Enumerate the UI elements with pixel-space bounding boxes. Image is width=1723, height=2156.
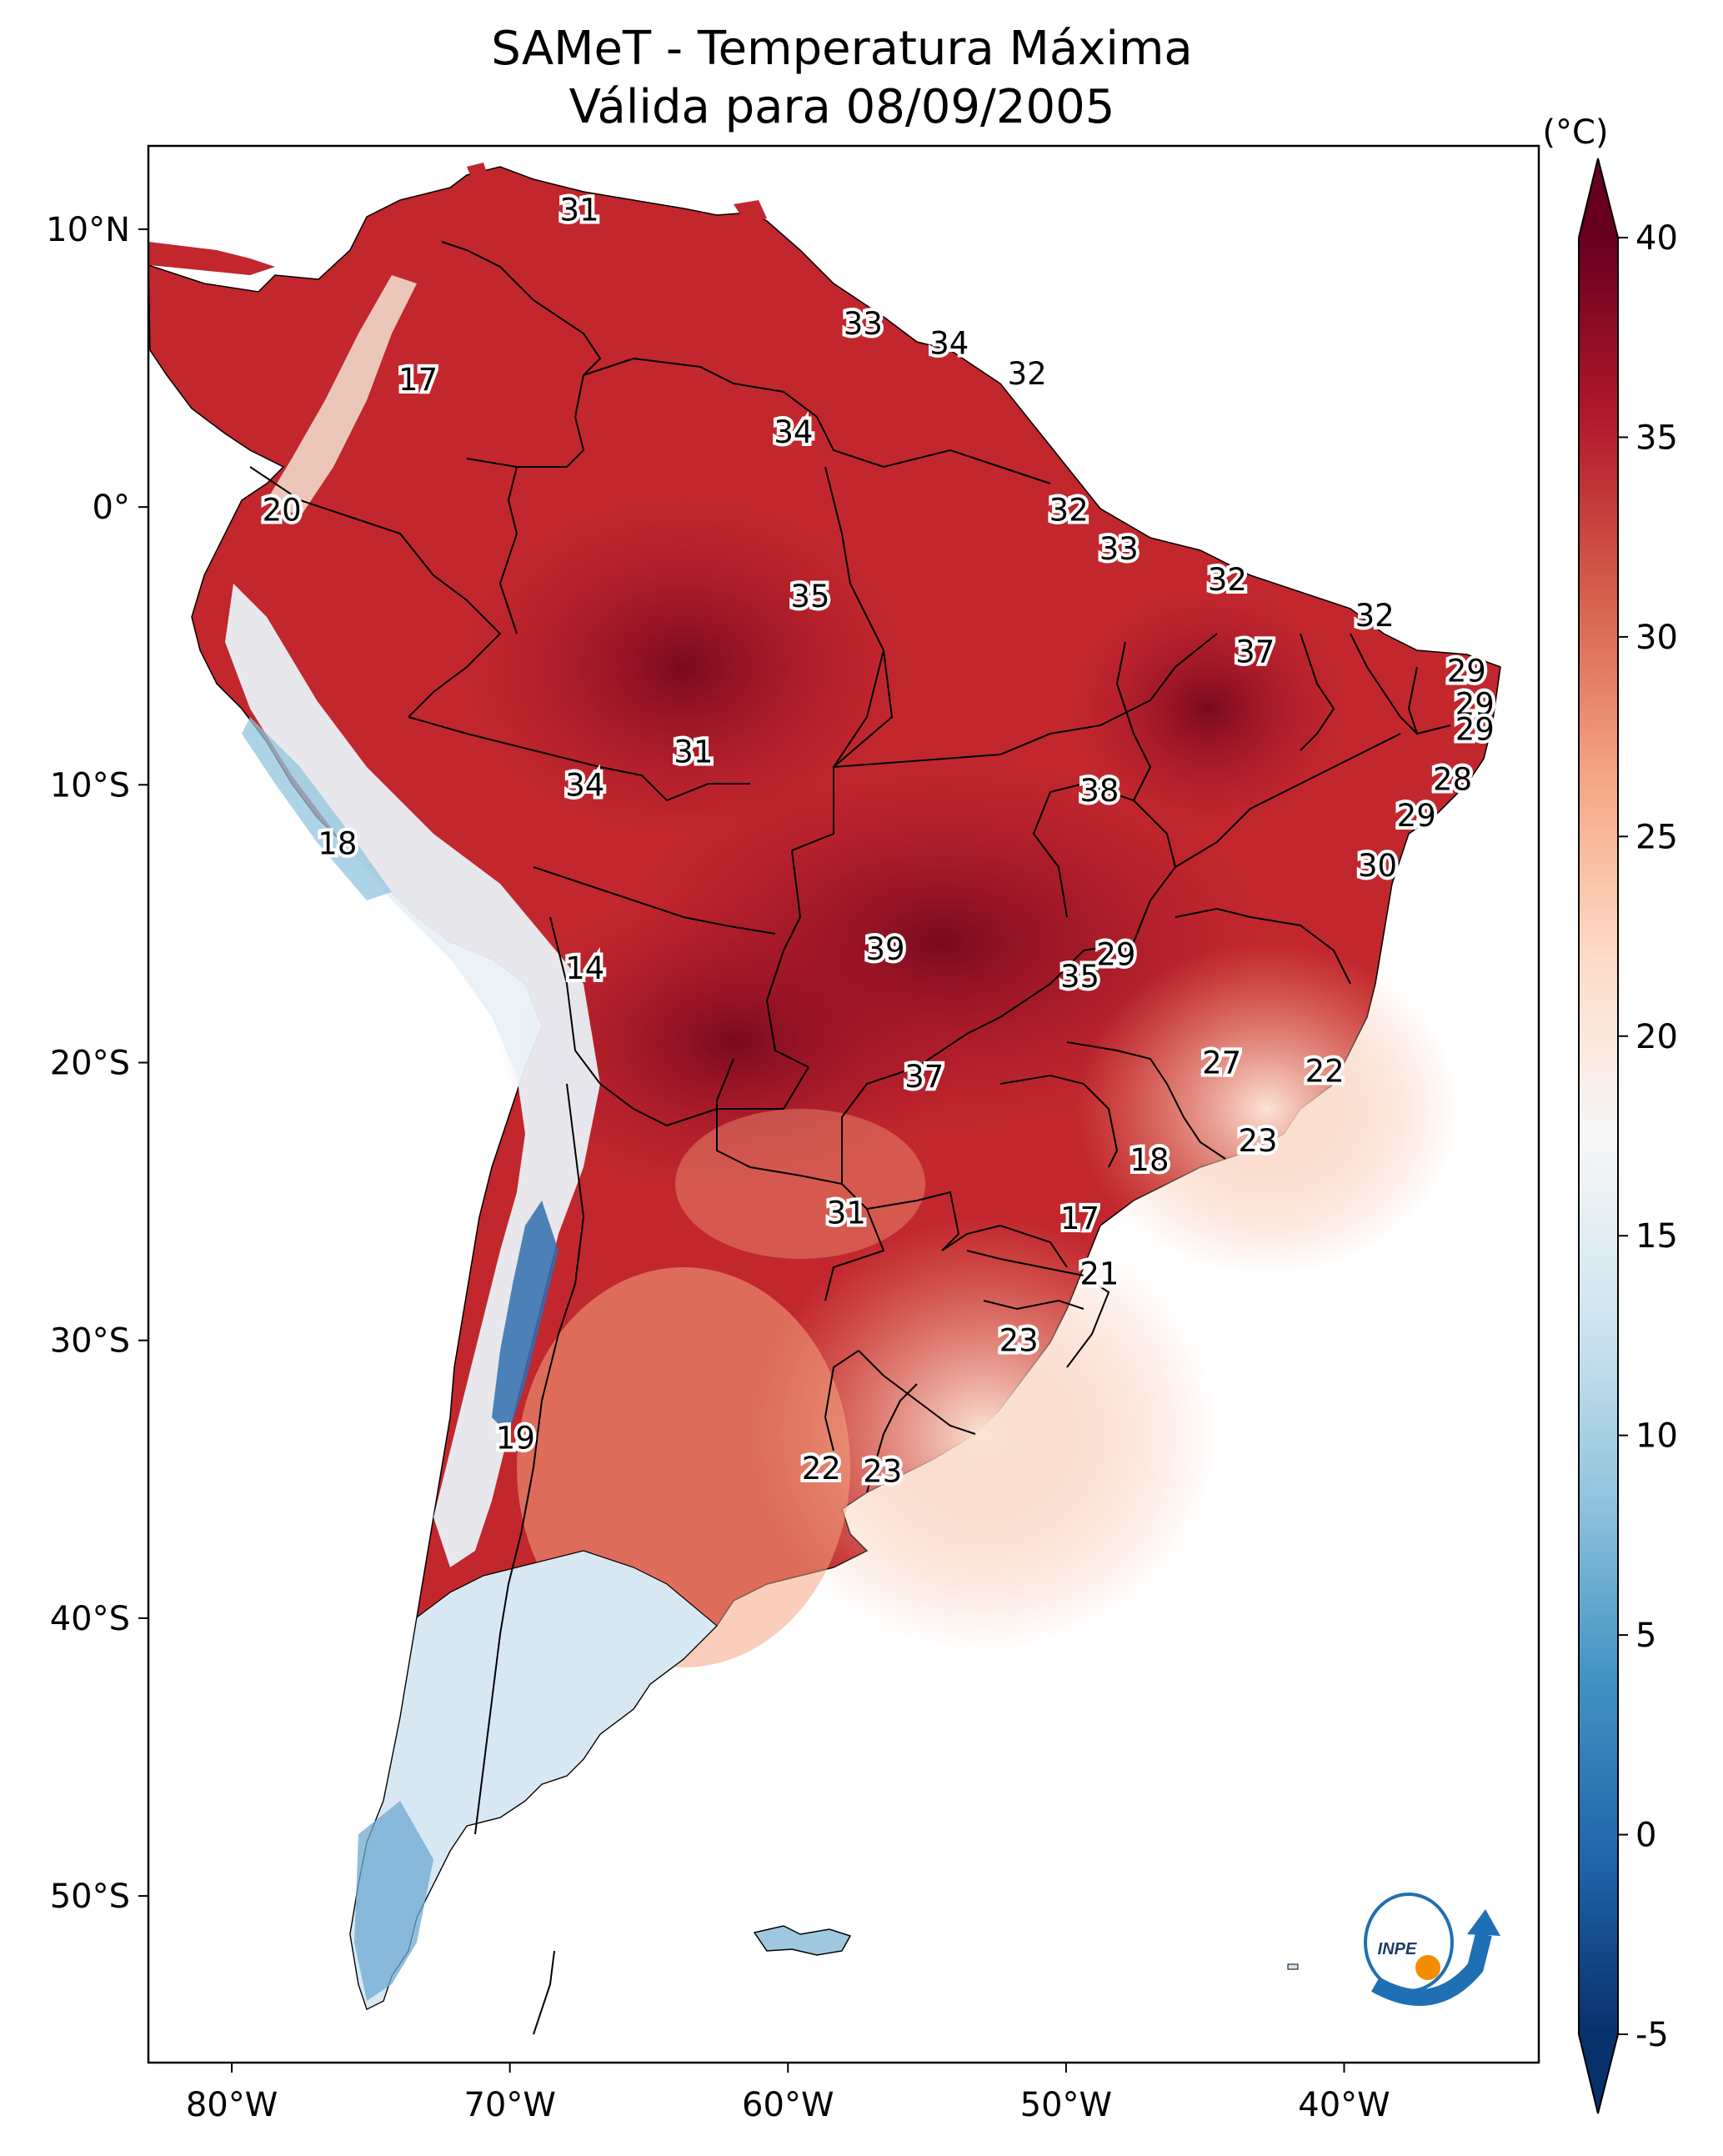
- colorbar-tick-label: 15: [1635, 1217, 1678, 1256]
- temperature-label: 21: [1079, 1256, 1119, 1292]
- lat-tick-label: 0°: [93, 489, 130, 527]
- temperature-label: 18: [318, 825, 357, 861]
- map-frame: [147, 144, 1540, 2064]
- temperature-label: 18: [1129, 1142, 1169, 1178]
- lat-tick-label: 40°S: [50, 1600, 130, 1638]
- temperature-label: 27: [1202, 1045, 1241, 1081]
- colorbar-tick-label: -5: [1635, 2016, 1669, 2054]
- country-borders: [249, 241, 1451, 2035]
- temperature-label: 37: [1235, 634, 1275, 669]
- colorbar: (°C) -5 0 5 10 15 20 25 30 35 40: [1542, 113, 1678, 2114]
- temperature-label: 33: [844, 306, 883, 342]
- andes-deep-cold: [492, 1201, 558, 1434]
- temperature-label: 22: [1305, 1054, 1345, 1090]
- temperature-label: 35: [1060, 959, 1099, 995]
- temperature-label: 32: [1008, 356, 1047, 392]
- lon-tick-label: 40°W: [1298, 2086, 1390, 2124]
- colorbar-body: [1579, 238, 1618, 2034]
- temperature-label: 31: [827, 1195, 866, 1231]
- map-subtitle: Válida para 08/09/2005: [568, 80, 1115, 134]
- temperature-label: 29: [1447, 654, 1486, 689]
- lat-tick-label: 20°S: [50, 1045, 130, 1083]
- temperature-label: 17: [398, 362, 438, 398]
- lon-tick-label: 60°W: [742, 2086, 834, 2124]
- temperature-label: 23: [999, 1323, 1039, 1359]
- colorbar-tick-label: 40: [1635, 219, 1678, 258]
- lat-tick-label: 10°S: [50, 766, 130, 805]
- colorbar-tick-label: 10: [1635, 1417, 1678, 1456]
- temperature-label: 23: [1239, 1123, 1278, 1159]
- temperature-label: 29: [1397, 798, 1436, 834]
- temperature-label: 23: [863, 1453, 902, 1489]
- temperature-label: 30: [1358, 848, 1397, 884]
- colorbar-tick-label: 30: [1635, 619, 1678, 657]
- temperature-label: 31: [560, 193, 599, 228]
- temperature-label: 38: [1079, 773, 1119, 809]
- temperature-label: 39: [865, 931, 904, 967]
- temperature-label: 32: [1049, 492, 1089, 528]
- inpe-logo: INPE: [1364, 1893, 1500, 2006]
- temperature-label: 29: [1096, 937, 1135, 973]
- temperature-label: 20: [263, 492, 302, 528]
- map-title: SAMeT - Temperatura Máxima: [491, 22, 1193, 76]
- temperature-label: 19: [496, 1420, 535, 1456]
- temperature-label: 14: [565, 950, 604, 986]
- lat-tick-label: 50°S: [50, 1878, 130, 1916]
- temperature-label: 37: [904, 1059, 944, 1095]
- temperature-label: 32: [1355, 598, 1395, 634]
- temperature-label: 34: [565, 767, 604, 803]
- temperature-label: 29: [1455, 687, 1495, 723]
- lon-tick-label: 80°W: [186, 2086, 278, 2124]
- lon-axis: 80°W 70°W 60°W 50°W 40°W: [186, 2063, 1390, 2124]
- lat-tick-label: 10°N: [46, 211, 130, 249]
- lat-axis: 10°N 0° 10°S 20°S 30°S 40°S 50°S: [46, 211, 148, 1916]
- falkland-islands: [753, 1925, 852, 1956]
- temperature-label: 29: [1455, 712, 1495, 748]
- colorbar-tick-label: 25: [1635, 818, 1678, 856]
- temperature-label: 34: [929, 326, 969, 362]
- lat-tick-label: 30°S: [50, 1322, 130, 1361]
- colorbar-tick-label: 20: [1635, 1018, 1678, 1056]
- lon-tick-label: 50°W: [1020, 2086, 1112, 2124]
- temperature-label: 31: [674, 734, 713, 770]
- colorbar-tick-label: 35: [1635, 419, 1678, 457]
- map-area: [148, 146, 1539, 2063]
- temperature-label: 33: [1099, 531, 1139, 567]
- colorbar-extend-min: [1579, 2034, 1618, 2113]
- temperature-label: 35: [790, 579, 829, 614]
- colorbar-tick-label: 5: [1635, 1617, 1656, 1655]
- temperature-label: 17: [1060, 1201, 1099, 1236]
- lon-tick-label: 70°W: [463, 2086, 555, 2124]
- inpe-logo-text: INPE: [1378, 1940, 1417, 1958]
- temperature-label: 28: [1433, 762, 1472, 798]
- colorbar-tick-label: 0: [1635, 1817, 1656, 1855]
- temperature-label: 34: [774, 414, 813, 450]
- temperature-label: 22: [802, 1451, 841, 1487]
- temperature-label: 32: [1208, 562, 1247, 598]
- colorbar-unit: (°C): [1542, 113, 1608, 152]
- colorbar-extend-max: [1579, 158, 1618, 238]
